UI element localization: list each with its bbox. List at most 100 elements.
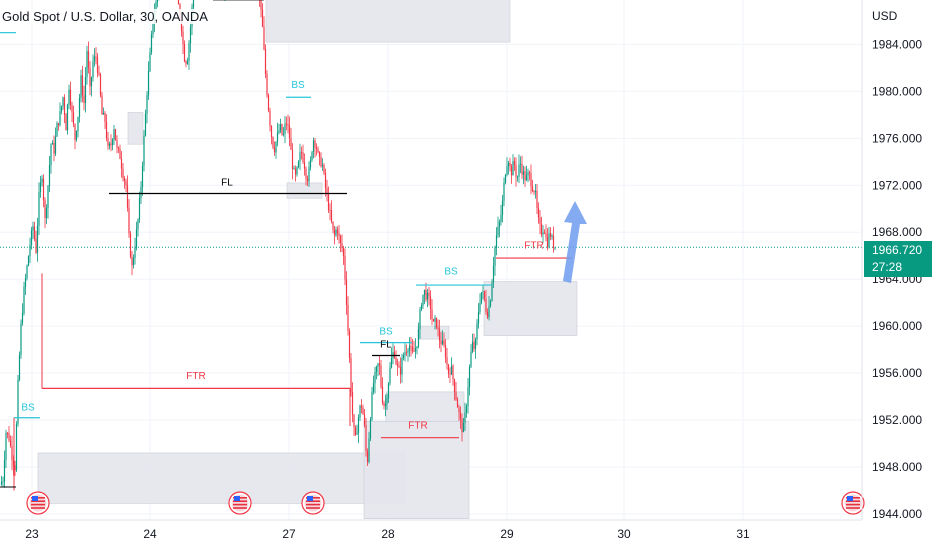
candle-body <box>423 289 426 295</box>
candle-body <box>314 140 316 148</box>
candle-body <box>461 418 463 433</box>
candle-body <box>6 432 9 434</box>
time-tick-label: 27 <box>282 527 296 541</box>
candle-body <box>407 350 409 353</box>
candle-body <box>36 225 39 253</box>
candle-body <box>282 133 285 135</box>
candle-body <box>11 445 13 461</box>
candle-body <box>9 440 12 446</box>
candle-body <box>86 51 88 78</box>
candle-body <box>377 363 379 367</box>
candle-body <box>20 323 22 356</box>
candle-body <box>453 379 456 392</box>
candle-body <box>537 208 540 218</box>
candle-body <box>386 397 388 405</box>
candle-body <box>87 51 90 68</box>
candle-body <box>365 425 367 451</box>
candle-body <box>375 366 378 372</box>
candle-body <box>482 291 484 293</box>
price-tick-label: 1976.000 <box>872 131 922 145</box>
candle-body <box>449 373 451 375</box>
time-tick-label: 24 <box>143 527 157 541</box>
candle-body <box>47 185 49 209</box>
candle-body <box>531 186 534 192</box>
time-tick-label: 31 <box>736 527 750 541</box>
candle-body <box>507 162 510 167</box>
candle-body <box>309 159 312 168</box>
candle-body <box>185 61 187 64</box>
candle-body <box>63 97 66 115</box>
candle-body <box>444 345 447 358</box>
candle-body <box>270 126 273 138</box>
candle-body <box>420 305 423 310</box>
candle-body <box>485 298 487 312</box>
projection-arrow <box>563 201 587 283</box>
price-tick-label: 1944.000 <box>872 507 922 521</box>
candle-body <box>548 233 550 248</box>
candle-body <box>479 302 481 312</box>
candle-body <box>477 311 480 324</box>
candle-body <box>68 89 70 105</box>
candle-body <box>90 77 93 87</box>
candle-body <box>261 9 264 27</box>
candle-body <box>56 123 58 137</box>
time-axis[interactable]: 23 24 27 28 29 30 31 <box>25 527 750 541</box>
candle-body <box>414 348 417 352</box>
candle-body <box>390 357 393 368</box>
time-tick-label: 29 <box>500 527 514 541</box>
candle-body <box>510 165 513 176</box>
us-event-stripe <box>31 507 45 509</box>
candle-body <box>32 226 34 231</box>
candle-body <box>306 178 309 182</box>
candle-body <box>356 433 358 435</box>
annotations: BSBSBSBSBSFLFLFLFTRFTRFTR <box>0 0 572 491</box>
candle-body <box>440 340 442 345</box>
candle-body <box>497 226 499 236</box>
candle-body <box>491 282 493 301</box>
candle-body <box>269 110 271 127</box>
ftr-label: FTR <box>186 371 205 382</box>
candle-body <box>456 399 459 408</box>
candle-body <box>518 164 520 177</box>
candle-body <box>303 162 306 169</box>
candle-body <box>272 137 274 148</box>
bs-label: BS <box>291 80 305 91</box>
candle-body <box>411 346 414 352</box>
candle-body <box>81 75 84 96</box>
candle-body <box>152 23 154 35</box>
currency-label: USD <box>872 9 898 23</box>
candle-body <box>431 309 433 320</box>
candle-body <box>144 113 147 136</box>
candle-body <box>344 255 346 280</box>
candle-body <box>522 171 525 175</box>
candle-body <box>434 317 436 322</box>
candle-body <box>345 279 348 305</box>
candle-body <box>297 161 300 168</box>
candle-body <box>119 148 121 159</box>
candle-body <box>150 34 153 53</box>
candle-body <box>285 123 288 125</box>
time-tick-label: 30 <box>617 527 631 541</box>
candle-body <box>539 217 541 224</box>
candle-body <box>80 75 82 98</box>
candle-body <box>455 391 457 400</box>
candle-body <box>363 414 366 426</box>
candle-body <box>467 387 469 407</box>
candle-body <box>432 319 435 322</box>
candle-body <box>177 0 180 5</box>
price-axis[interactable]: 1944.000 1948.000 1952.000 1956.000 1960.000… <box>872 37 922 521</box>
candle-body <box>347 304 349 332</box>
candle-body <box>398 365 400 368</box>
candle-body <box>93 56 96 62</box>
candle-body <box>468 366 471 388</box>
zone-box <box>286 182 323 199</box>
candle-body <box>135 229 138 248</box>
candle-body <box>128 207 130 234</box>
candle-body <box>126 185 129 208</box>
us-event-icon <box>228 491 252 515</box>
candle-body <box>300 152 303 154</box>
candle-body <box>384 404 387 407</box>
candle-body <box>489 300 492 307</box>
